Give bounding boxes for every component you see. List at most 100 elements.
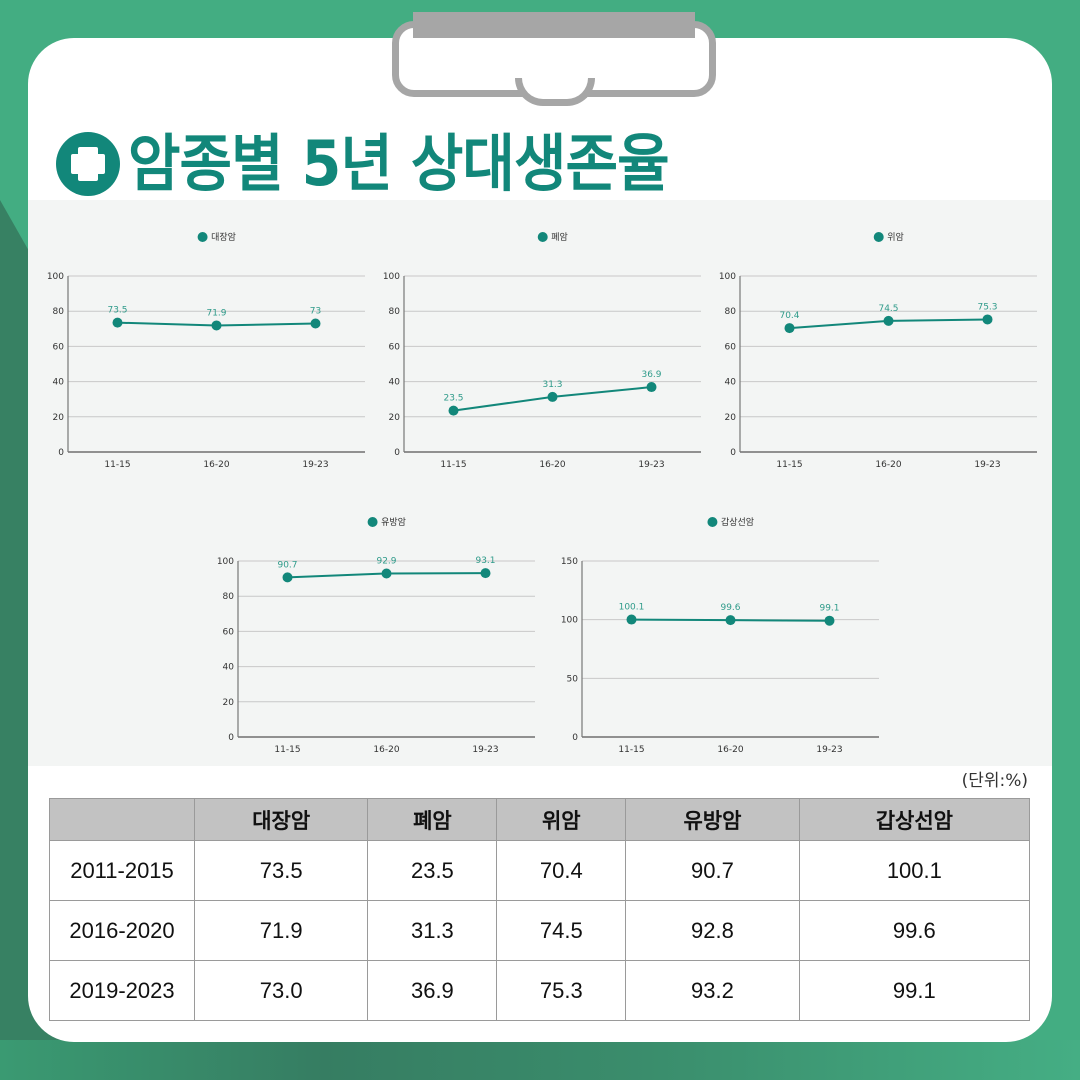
svg-text:60: 60 (389, 342, 401, 352)
chart-legend: 갑상선암 (706, 515, 755, 528)
svg-text:36.9: 36.9 (641, 370, 661, 380)
svg-text:11-15: 11-15 (776, 460, 802, 470)
svg-text:100: 100 (719, 272, 736, 282)
svg-text:40: 40 (53, 378, 65, 388)
svg-text:11-15: 11-15 (618, 745, 644, 755)
svg-text:40: 40 (389, 378, 401, 388)
table-header-cell: 갑상선암 (798, 798, 1031, 841)
svg-text:19-23: 19-23 (472, 745, 498, 755)
table-cell: 70.4 (496, 840, 627, 901)
svg-text:16-20: 16-20 (717, 745, 743, 755)
legend-marker-icon (537, 231, 548, 242)
svg-text:80: 80 (725, 307, 737, 317)
svg-text:19-23: 19-23 (816, 745, 842, 755)
svg-text:16-20: 16-20 (373, 745, 399, 755)
svg-text:11-15: 11-15 (440, 460, 466, 470)
table-cell: 100.1 (798, 840, 1031, 901)
chart-colorectal-cancer: 대장암 0 20 40 60 80 100 11-15 16-20 19-23 73.5 71.9 73 (38, 226, 378, 476)
svg-text:16-20: 16-20 (539, 460, 565, 470)
legend-label: 갑상선암 (720, 518, 755, 528)
table-row: 2019-2023 73.0 36.9 75.3 93.2 99.1 (49, 960, 1031, 1021)
svg-text:0: 0 (228, 733, 234, 743)
svg-text:90.7: 90.7 (277, 560, 297, 570)
table-cell: 74.5 (496, 900, 627, 961)
line-chart-plot: 0 20 40 60 80 100 11-15 16-20 19-23 70.4 74.5 75.3 (719, 272, 1037, 470)
svg-text:100: 100 (383, 272, 400, 282)
svg-text:19-23: 19-23 (974, 460, 1000, 470)
svg-text:73.5: 73.5 (107, 306, 127, 316)
table-header-cell: 폐암 (367, 798, 498, 841)
svg-text:20: 20 (725, 413, 737, 423)
legend-marker-icon (873, 231, 884, 242)
svg-text:74.5: 74.5 (878, 304, 898, 314)
background-shape-bottom (0, 1040, 1080, 1080)
svg-text:75.3: 75.3 (977, 302, 997, 312)
line-chart-plot: 0 20 40 60 80 100 11-15 16-20 19-23 73.5 71.9 73 (47, 272, 365, 470)
svg-text:40: 40 (223, 663, 235, 673)
row-period: 2019-2023 (49, 960, 195, 1021)
chart-legend: 폐암 (537, 230, 568, 243)
svg-text:31.3: 31.3 (542, 380, 562, 390)
chart-breast-cancer: 유방암 0 20 40 60 80 100 11-15 16-20 19-23 90.7 92.9 93… (208, 511, 548, 761)
plus-circle-icon (56, 132, 120, 196)
table-cell: 99.6 (798, 900, 1031, 961)
table-cell: 90.7 (625, 840, 800, 901)
svg-text:99.6: 99.6 (720, 603, 740, 613)
clipboard-clip-bar (413, 12, 695, 38)
svg-text:100.1: 100.1 (619, 603, 645, 613)
survival-rate-table: 대장암 폐암 위암 유방암 갑상선암 2011-2015 73.5 23.5 7… (49, 798, 1031, 1021)
svg-text:23.5: 23.5 (443, 394, 463, 404)
svg-text:60: 60 (223, 627, 235, 637)
table-cell: 99.1 (798, 960, 1031, 1021)
table-header-cell: 유방암 (625, 798, 800, 841)
svg-text:16-20: 16-20 (875, 460, 901, 470)
svg-text:70.4: 70.4 (779, 311, 799, 321)
chart-legend: 유방암 (367, 515, 406, 528)
svg-text:40: 40 (725, 378, 737, 388)
svg-text:0: 0 (394, 448, 400, 458)
table-row: 2016-2020 71.9 31.3 74.5 92.8 99.6 (49, 900, 1031, 961)
svg-text:20: 20 (389, 413, 401, 423)
svg-text:50: 50 (567, 674, 579, 684)
table-cell: 71.9 (193, 900, 369, 961)
page-title: 암종별 5년 상대생존율 (128, 127, 670, 200)
table-header-cell (49, 798, 195, 841)
svg-text:93.1: 93.1 (475, 556, 495, 566)
table-cell: 36.9 (367, 960, 498, 1021)
legend-marker-icon (197, 231, 208, 242)
table-cell: 31.3 (367, 900, 498, 961)
legend-label: 유방암 (381, 518, 406, 528)
svg-text:11-15: 11-15 (104, 460, 130, 470)
svg-text:20: 20 (53, 413, 65, 423)
svg-text:0: 0 (58, 448, 64, 458)
svg-text:0: 0 (572, 733, 578, 743)
table-cell: 92.8 (625, 900, 800, 961)
svg-text:100: 100 (217, 557, 234, 567)
chart-legend: 대장암 (197, 230, 236, 243)
svg-text:16-20: 16-20 (203, 460, 229, 470)
table-cell: 23.5 (367, 840, 498, 901)
title-row: 암종별 5년 상대생존율 (56, 128, 716, 200)
legend-label: 위암 (887, 233, 904, 243)
legend-marker-icon (367, 516, 378, 527)
svg-text:80: 80 (53, 307, 65, 317)
line-chart-plot: 0 20 40 60 80 100 11-15 16-20 19-23 90.7 92.9 93.1 (217, 556, 535, 755)
svg-text:80: 80 (223, 592, 235, 602)
table-cell: 73.0 (193, 960, 369, 1021)
chart-stomach-cancer: 위암 0 20 40 60 80 100 11-15 16-20 19-23 70.4 74.5 75.… (710, 226, 1050, 476)
table-cell: 73.5 (193, 840, 369, 901)
chart-panel: 대장암 0 20 40 60 80 100 11-15 16-20 19-23 73.5 71.9 73… (28, 200, 1052, 766)
svg-text:100: 100 (561, 616, 578, 626)
svg-text:99.1: 99.1 (819, 604, 839, 614)
svg-text:92.9: 92.9 (376, 556, 396, 566)
table-header-cell: 위암 (496, 798, 627, 841)
legend-label: 대장암 (211, 233, 236, 243)
svg-text:19-23: 19-23 (638, 460, 664, 470)
svg-text:80: 80 (389, 307, 401, 317)
row-period: 2011-2015 (49, 840, 195, 901)
legend-marker-icon (706, 516, 717, 527)
svg-text:0: 0 (730, 448, 736, 458)
table-cell: 93.2 (625, 960, 800, 1021)
table-header-cell: 대장암 (193, 798, 369, 841)
svg-text:71.9: 71.9 (206, 308, 226, 318)
